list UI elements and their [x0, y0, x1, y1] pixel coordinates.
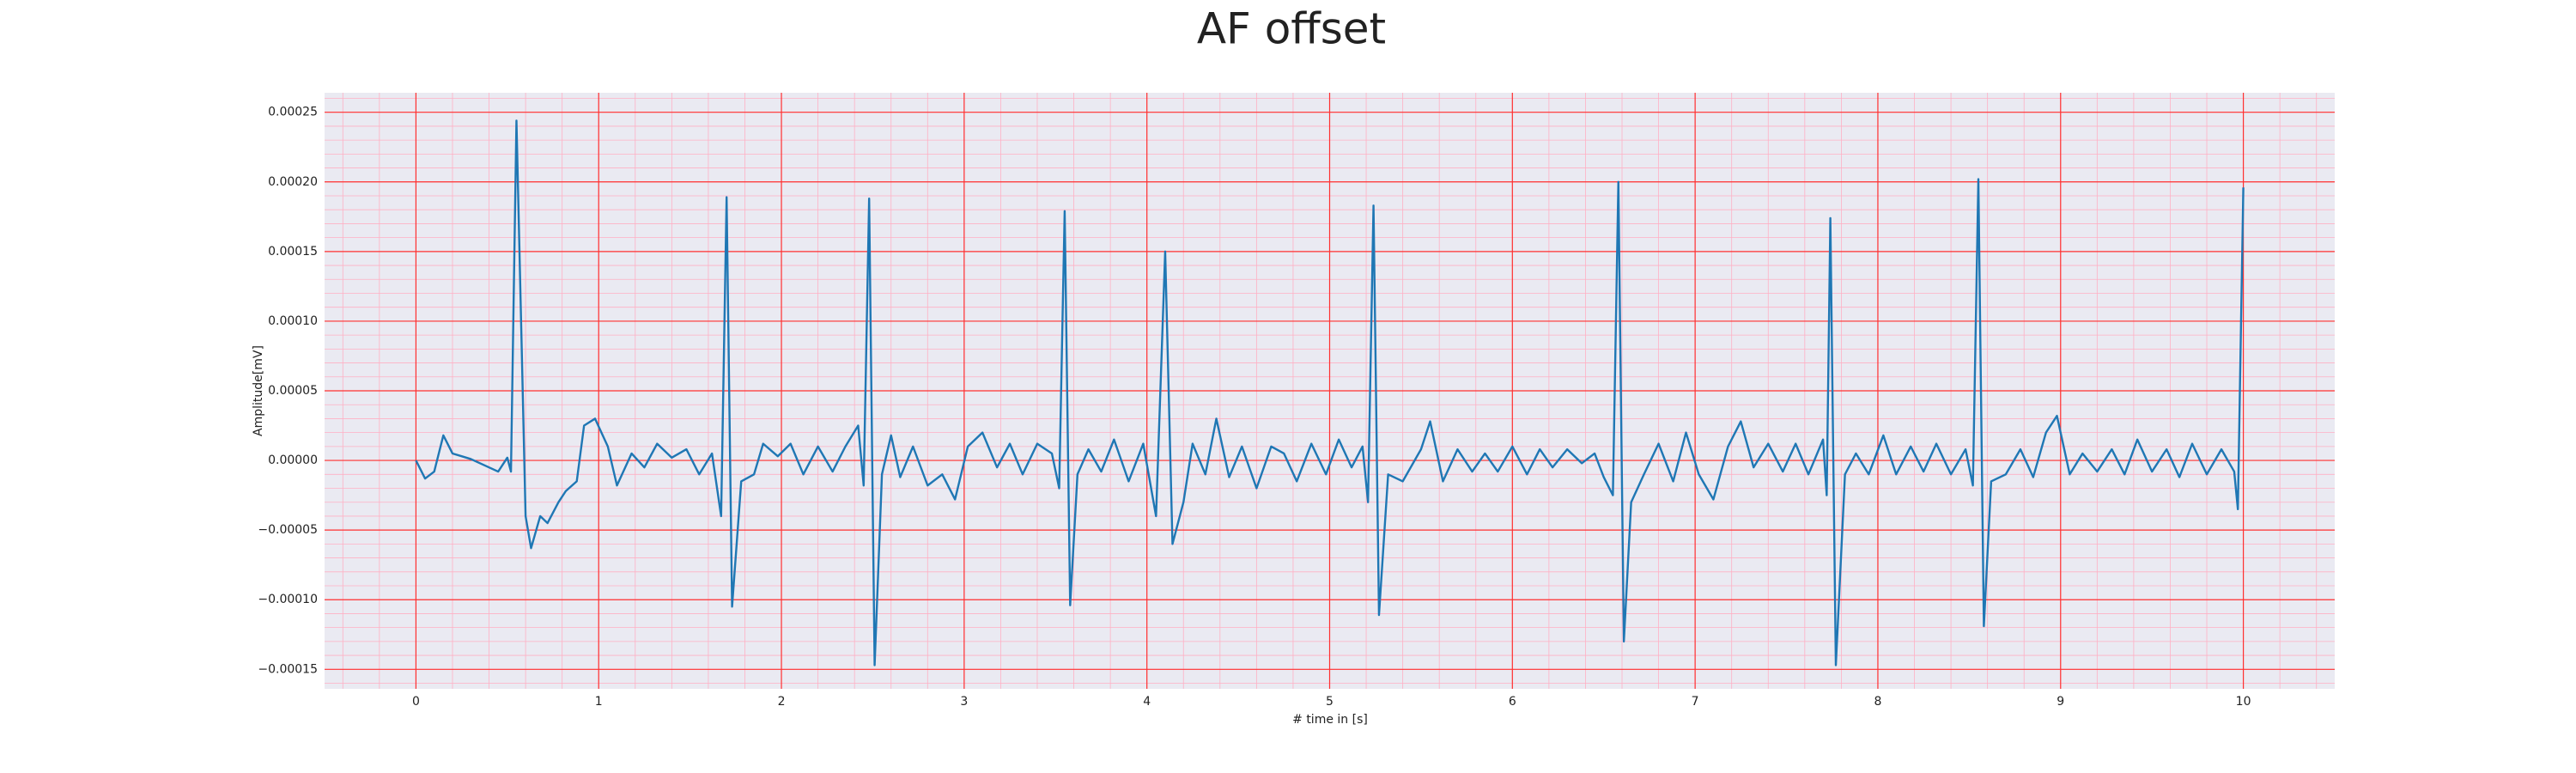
x-tick-label: 4: [1143, 695, 1151, 709]
y-axis-label: Amplitude[mV]: [252, 345, 265, 436]
x-tick-label: 2: [778, 695, 786, 709]
y-tick-label: 0.00005: [268, 384, 318, 398]
x-tick-label: 10: [2236, 695, 2251, 709]
y-tick-label: 0.00025: [268, 106, 318, 119]
y-tick-label: 0.00015: [268, 245, 318, 259]
y-tick-label: −0.00005: [258, 523, 318, 537]
y-tick-label: 0.00000: [268, 453, 318, 467]
x-tick-label: 3: [960, 695, 968, 709]
x-axis-label: # time in [s]: [1292, 713, 1368, 727]
x-tick-label: 9: [2057, 695, 2064, 709]
x-tick-label: 5: [1326, 695, 1334, 709]
data-line: [415, 119, 2245, 666]
y-tick-label: −0.00015: [258, 662, 318, 676]
y-tick-label: 0.00020: [268, 175, 318, 189]
x-tick-label: 0: [412, 695, 420, 709]
y-tick-label: −0.00010: [258, 593, 318, 606]
x-tick-label: 8: [1874, 695, 1881, 709]
x-tick-label: 7: [1692, 695, 1699, 709]
y-tick-label: 0.00010: [268, 314, 318, 328]
x-tick-label: 6: [1509, 695, 1516, 709]
x-tick-label: 1: [595, 695, 603, 709]
chart-title: AF offset: [1197, 4, 1386, 54]
